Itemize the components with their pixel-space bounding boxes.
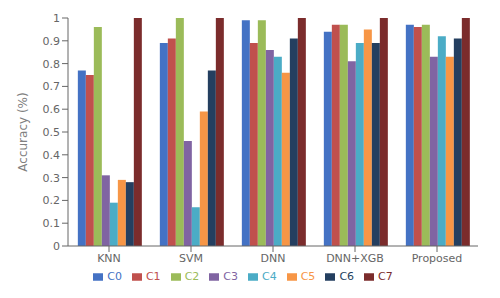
- svg-text:0.4: 0.4: [43, 149, 61, 162]
- html-text:C0: C0: [107, 270, 122, 283]
- svg-text:0.5: 0.5: [43, 126, 61, 139]
- svg-text:0: 0: [53, 240, 60, 253]
- html-text:C7: C7: [378, 270, 393, 283]
- html-text:C5: C5: [300, 270, 316, 283]
- svg-text:Proposed: Proposed: [412, 252, 463, 265]
- svg-text:DNN+XGB: DNN+XGB: [326, 252, 384, 265]
- svg-text:1: 1: [53, 12, 60, 25]
- html-text:C4: C4: [262, 270, 277, 283]
- html-text:C3: C3: [223, 270, 238, 283]
- svg-text:KNN: KNN: [97, 252, 121, 265]
- html-text:C6: C6: [339, 270, 355, 283]
- svg-text:0.3: 0.3: [43, 172, 61, 185]
- svg-text:0.7: 0.7: [43, 80, 61, 93]
- svg-text:SVM: SVM: [179, 252, 203, 265]
- html-text:C1: C1: [145, 270, 161, 283]
- svg-text:0.9: 0.9: [43, 35, 61, 48]
- svg-text:Accuracy (%): Accuracy (%): [16, 92, 30, 171]
- svg-text:0.6: 0.6: [43, 103, 61, 116]
- svg-text:0.2: 0.2: [43, 194, 61, 207]
- svg-text:0.1: 0.1: [43, 217, 61, 230]
- html-text:C2: C2: [184, 270, 200, 283]
- svg-text:0.8: 0.8: [43, 58, 61, 71]
- svg-text:DNN: DNN: [261, 252, 286, 265]
